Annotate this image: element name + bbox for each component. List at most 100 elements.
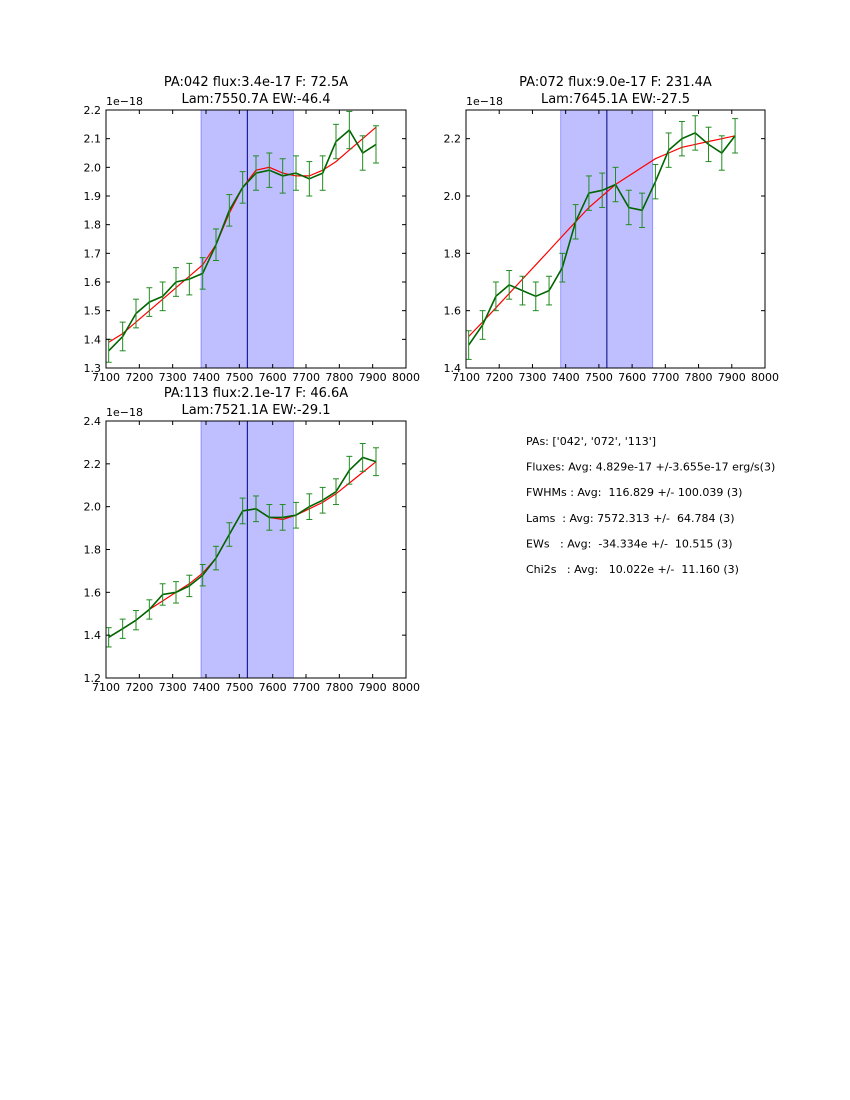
x-tick-label: 7600: [259, 371, 287, 384]
x-tick-label: 7400: [192, 681, 220, 694]
y-tick-label: 1.8: [84, 544, 102, 557]
error-bar: [186, 574, 193, 598]
y-offset-label: 1e−18: [466, 95, 503, 108]
error-bar: [133, 610, 139, 631]
error-bar: [146, 599, 153, 620]
error-bar: [373, 447, 379, 477]
chart-title: PA:072 flux:9.0e-17 F: 231.4A: [519, 75, 712, 90]
error-bar: [239, 497, 246, 525]
x-tick-label: 7800: [325, 681, 353, 694]
error-bar: [199, 257, 206, 290]
chart-subtitle: Lam:7550.7A EW:-46.4: [181, 92, 330, 107]
error-bar: [572, 204, 579, 240]
x-tick-label: 7900: [718, 371, 746, 384]
error-bar: [546, 275, 553, 306]
error-bar: [585, 175, 592, 211]
error-bar: [105, 627, 112, 648]
stats-line: PAs: ['042', '072', '113']: [526, 435, 656, 448]
error-bar: [119, 618, 126, 639]
error-bar: [639, 192, 646, 229]
x-tick-label: 7300: [159, 371, 187, 384]
y-tick-label: 2.2: [84, 104, 102, 117]
stats-line: EWs : Avg: -34.334e +/- 10.515 (3): [526, 537, 733, 550]
error-bar: [279, 158, 286, 194]
x-tick-label: 7700: [292, 371, 320, 384]
error-bar: [346, 455, 353, 485]
error-bar: [479, 310, 486, 340]
error-bar: [293, 155, 299, 191]
subplot-pa042: 7100 7200 7300 7400 7500 7600 7700 7800 7900 8000…: [84, 75, 421, 384]
y-tick-label: 1.6: [84, 276, 102, 289]
x-tick-label: 7200: [485, 371, 513, 384]
x-tick-label: 8000: [751, 371, 779, 384]
y-tick-label: 1.9: [84, 190, 102, 203]
axes-frame: [105, 109, 407, 369]
error-bar: [678, 120, 685, 157]
y-tick-label: 1.8: [84, 219, 102, 232]
error-bar: [213, 545, 219, 571]
chart-subtitle: Lam:7645.1A EW:-27.5: [541, 92, 690, 107]
chart-title: PA:042 flux:3.4e-17 F: 72.5A: [164, 75, 348, 90]
y-offset-label: 1e−18: [106, 406, 143, 419]
y-tick-label: 1.6: [444, 305, 462, 318]
error-bar: [173, 581, 179, 604]
x-tick-label: 7800: [325, 371, 353, 384]
error-bar: [333, 478, 339, 506]
error-bar: [665, 132, 672, 168]
error-bar: [186, 262, 193, 296]
x-tick-label: 7100: [92, 681, 120, 694]
error-bar: [306, 161, 313, 197]
error-bar: [159, 281, 166, 312]
y-tick-label: 2.2: [444, 133, 462, 146]
error-bar: [226, 522, 233, 547]
error-bar: [319, 486, 326, 514]
x-tick-label: 7800: [685, 371, 713, 384]
y-tick-label: 1.4: [84, 333, 102, 346]
error-bar: [213, 228, 219, 261]
error-bar: [359, 442, 366, 472]
x-tick-label: 7600: [259, 681, 287, 694]
y-tick-label: 1.5: [84, 305, 102, 318]
error-bar: [133, 298, 139, 329]
error-bar: [705, 126, 712, 163]
y-offset-label: 1e−18: [106, 95, 143, 108]
y-tick-label: 1.3: [84, 362, 102, 375]
summary-stats: PAs: ['042', '072', '113'] Fluxes: Avg: 4…: [526, 435, 775, 576]
x-tick-label: 7200: [125, 371, 153, 384]
stats-line: Chi2s : Avg: 10.022e +/- 11.160 (3): [526, 563, 739, 576]
error-bar: [718, 135, 725, 171]
x-tick-label: 7300: [159, 681, 187, 694]
error-bar: [239, 171, 246, 204]
error-bar: [465, 330, 472, 360]
error-bar: [319, 155, 326, 191]
error-bar: [279, 504, 286, 531]
error-bar: [253, 155, 259, 191]
error-bar: [492, 281, 499, 312]
x-tick-label: 7600: [618, 371, 646, 384]
y-tick-label: 2.0: [84, 161, 102, 174]
error-bar: [266, 152, 273, 188]
error-bar: [506, 270, 513, 300]
chart-subtitle: Lam:7521.1A EW:-29.1: [181, 403, 330, 418]
stats-line: Lams : Avg: 7572.313 +/- 64.784 (3): [526, 512, 735, 525]
error-bar: [226, 194, 233, 227]
error-bar: [625, 189, 632, 226]
error-bar: [599, 172, 606, 208]
error-bar: [173, 267, 179, 297]
y-tick-label: 1.2: [84, 672, 102, 685]
y-tick-label: 2.2: [84, 458, 102, 471]
x-tick-label: 8000: [392, 371, 420, 384]
error-bar: [119, 321, 126, 352]
error-bar: [253, 495, 259, 523]
y-tick-label: 1.8: [444, 247, 462, 260]
error-bar: [266, 504, 273, 531]
subplot-pa113: 7100 7200 7300 7400 7500 7600 7700 7800 7900 8000…: [84, 386, 421, 694]
error-bar: [519, 275, 526, 306]
stats-line: Fluxes: Avg: 4.829e-17 +/-3.655e-17 erg/…: [526, 461, 775, 474]
y-tick-label: 2.0: [84, 501, 102, 514]
error-bar: [146, 287, 153, 317]
x-tick-label: 7100: [92, 371, 120, 384]
error-bar: [692, 115, 699, 151]
x-tick-label: 7900: [359, 371, 387, 384]
